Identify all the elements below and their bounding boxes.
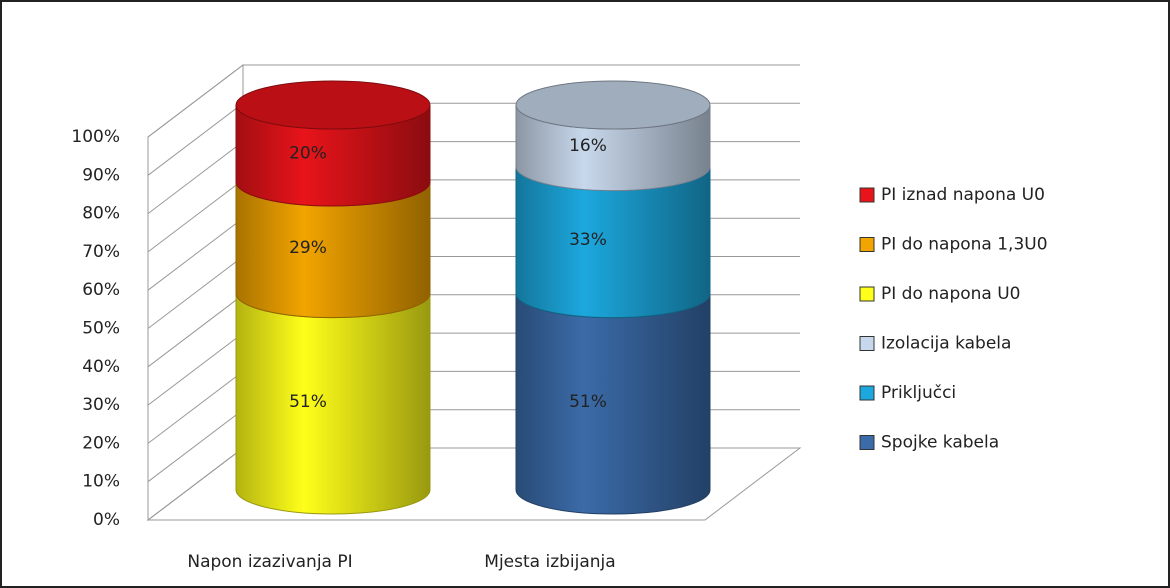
x-tick-label: Napon izazivanja PI [187, 552, 352, 572]
legend-swatch [859, 385, 875, 401]
data-label: 51% [289, 392, 327, 412]
cylinder-top [235, 80, 431, 130]
cylinder-segment [235, 293, 431, 515]
y-tick-label: 10% [82, 472, 120, 492]
y-tick-label: 90% [82, 165, 120, 185]
legend-label: Spojke kabela [881, 433, 999, 453]
legend-label: Izolacija kabela [881, 334, 1011, 354]
data-label: 29% [289, 238, 327, 258]
cylinder-top [515, 80, 711, 130]
legend-swatch [859, 286, 875, 302]
data-label: 16% [569, 136, 607, 156]
y-tick-label: 60% [82, 280, 120, 300]
data-label: 20% [289, 144, 327, 164]
x-tick-label: Mjesta izbijanja [484, 552, 615, 572]
legend-swatch [859, 187, 875, 203]
y-tick-label: 20% [82, 433, 120, 453]
cylinder-segment [515, 293, 711, 515]
legend-label: Priključci [881, 383, 956, 403]
y-tick-label: 100% [71, 127, 120, 147]
legend-label: PI do napona U0 [881, 284, 1021, 304]
y-tick-label: 50% [82, 319, 120, 339]
data-label: 33% [569, 230, 607, 250]
y-tick-label: 30% [82, 395, 120, 415]
legend-swatch [859, 336, 875, 351]
legend-swatch [859, 435, 875, 450]
y-tick-label: 0% [93, 510, 120, 530]
legend-swatch [859, 237, 875, 252]
legend-label: PI do napona 1,3U0 [881, 235, 1048, 255]
y-tick-label: 40% [82, 357, 120, 377]
grid-line [147, 64, 800, 138]
data-label: 51% [569, 392, 607, 412]
y-tick-label: 70% [82, 242, 120, 262]
y-tick-label: 80% [82, 204, 120, 224]
legend-label: PI iznad napona U0 [881, 185, 1045, 205]
